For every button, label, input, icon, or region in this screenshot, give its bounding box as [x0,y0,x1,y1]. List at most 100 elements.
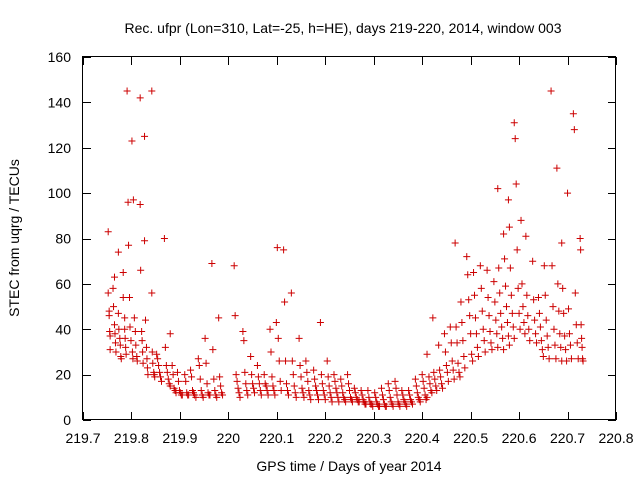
data-point [459,337,467,345]
data-point [337,375,345,383]
data-point [408,400,416,408]
data-point [141,132,149,140]
data-point [509,323,517,331]
data-point [264,391,272,399]
data-point [532,330,540,338]
y-tick-label: 80 [55,231,71,247]
data-point [487,339,495,347]
data-point [476,262,484,270]
data-point [283,387,291,395]
data-point [256,387,264,395]
data-point [406,391,414,399]
x-tick-label: 220.5 [453,430,488,446]
data-point [330,371,338,379]
data-point [127,337,135,345]
plot-frame [82,56,616,420]
data-point [104,228,112,236]
data-point [506,264,514,272]
data-point [536,323,544,331]
data-point [514,284,522,292]
data-point [519,303,527,311]
data-point [344,371,352,379]
data-point [143,355,151,363]
data-point [486,328,494,336]
data-point [448,357,456,365]
data-point [418,371,426,379]
data-point [211,387,219,395]
data-point [433,387,441,395]
data-point [576,235,584,242]
data-point [323,357,331,365]
data-point [533,339,541,347]
data-point [168,362,176,370]
y-tick-label: 120 [48,140,72,156]
data-point [144,371,152,379]
data-point [543,332,551,340]
data-point [540,262,548,270]
chart-title: Rec. ufpr (Lon=310, Lat=-25, h=HE), days… [124,20,561,36]
data-point [181,371,189,379]
data-point [114,248,122,256]
data-point [324,373,332,381]
data-point [440,330,448,338]
data-point [282,357,290,365]
data-point [505,223,513,231]
data-point [210,375,218,383]
data-point [493,330,501,338]
data-point [326,389,334,397]
data-point [307,396,315,404]
data-point [403,402,411,410]
data-point [148,289,156,297]
data-point [317,371,325,379]
data-point [419,377,427,385]
data-point [148,348,156,356]
data-point [561,332,569,340]
data-point [521,330,529,338]
y-tick-label: 20 [55,367,71,383]
data-point [133,357,141,365]
data-point [122,343,130,351]
x-tick-label: 220.7 [550,430,585,446]
data-point [466,312,474,320]
data-point [365,393,373,401]
data-point [350,384,358,392]
data-point [112,348,120,356]
data-point [435,341,443,349]
data-point [201,334,209,342]
data-point [392,384,400,392]
data-point [298,384,306,392]
data-point [271,391,279,399]
data-point [478,307,486,315]
data-point [249,380,257,388]
data-point [169,371,177,379]
data-point [203,380,211,388]
data-point [233,377,241,385]
data-point [428,389,436,397]
data-point [131,328,139,336]
data-point [310,366,318,374]
data-point [275,357,283,365]
data-point [253,362,261,370]
data-point [499,334,507,342]
data-point [196,375,204,383]
data-point [161,343,169,351]
data-point [430,368,438,376]
data-point [124,198,132,206]
data-point [538,346,546,354]
axis-ticks [83,57,617,421]
data-point [138,337,146,345]
data-point [389,402,397,410]
data-point [231,312,239,320]
data-point [484,293,492,301]
data-point [122,350,130,358]
data-point [442,362,450,370]
data-point [511,135,519,143]
data-point [321,396,329,404]
data-point [314,391,322,399]
data-point [121,314,129,322]
data-point [564,189,572,197]
data-point [525,325,533,333]
data-point [139,348,147,356]
data-point [288,357,296,365]
data-point [545,355,553,363]
